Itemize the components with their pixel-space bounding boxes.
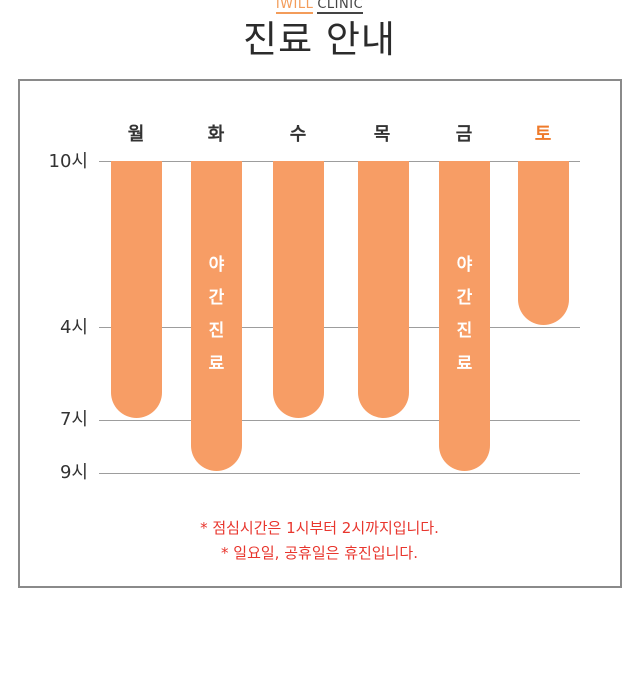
day-label-fri: 금 bbox=[455, 124, 473, 145]
time-line-7 bbox=[99, 420, 580, 421]
time-label-4: 4시 bbox=[59, 317, 88, 338]
schedule-box bbox=[18, 79, 622, 588]
time-label-10: 10시 bbox=[48, 151, 88, 172]
bar-fri bbox=[439, 161, 490, 471]
time-label-7: 7시 bbox=[59, 409, 88, 430]
bar-tue bbox=[191, 161, 242, 471]
bar-wed bbox=[273, 161, 324, 418]
night-clinic-char: 진 bbox=[208, 321, 225, 341]
bar-sat bbox=[518, 161, 569, 325]
night-clinic-char: 야 bbox=[456, 255, 473, 275]
day-label-tue: 화 bbox=[207, 124, 225, 145]
night-clinic-char: 진 bbox=[456, 321, 473, 341]
night-clinic-char: 야 bbox=[208, 255, 225, 275]
note-lunch: * 점심시간은 1시부터 2시까지입니다. bbox=[200, 519, 439, 537]
note-holiday: * 일요일, 공휴일은 휴진입니다. bbox=[221, 544, 418, 562]
time-line-9 bbox=[99, 473, 580, 474]
time-line-4 bbox=[99, 327, 580, 328]
night-clinic-char: 료 bbox=[208, 354, 225, 374]
night-clinic-char: 료 bbox=[456, 354, 473, 374]
time-label-9: 9시 bbox=[59, 462, 88, 483]
day-label-thu: 목 bbox=[373, 124, 391, 145]
brand-part-1: IWILL bbox=[275, 0, 314, 14]
time-line-10 bbox=[99, 161, 580, 162]
day-label-mon: 월 bbox=[127, 124, 145, 145]
day-label-wed: 수 bbox=[289, 124, 307, 145]
day-label-sat: 토 bbox=[534, 124, 552, 145]
night-clinic-char: 간 bbox=[456, 288, 473, 308]
night-clinic-char: 간 bbox=[208, 288, 225, 308]
brand-logo: IWILL CLINIC bbox=[0, 0, 639, 14]
page-title: 진료 안내 bbox=[243, 18, 396, 61]
night-clinic-label-fri: 야 간 진 료 bbox=[439, 249, 490, 381]
brand-part-2: CLINIC bbox=[317, 0, 364, 14]
bar-thu bbox=[358, 161, 409, 418]
bar-mon bbox=[111, 161, 162, 418]
night-clinic-label-tue: 야 간 진 료 bbox=[191, 249, 242, 381]
